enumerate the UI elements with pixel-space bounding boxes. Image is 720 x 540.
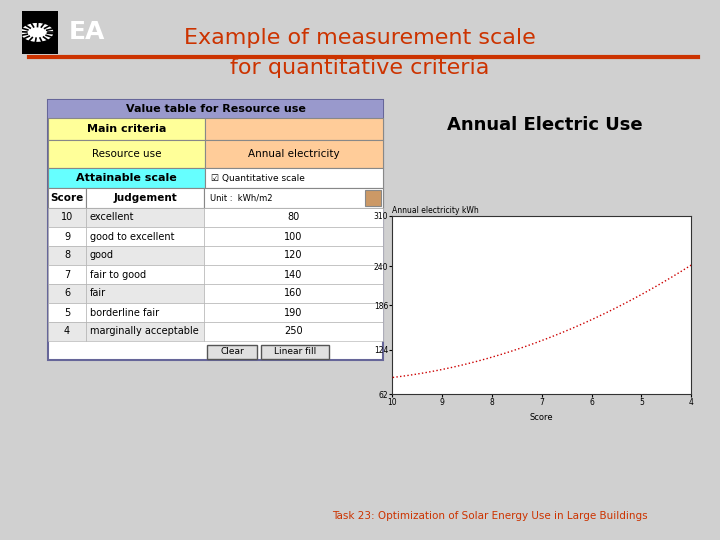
Text: excellent: excellent	[90, 213, 135, 222]
Text: fair to good: fair to good	[90, 269, 146, 280]
Bar	[48, 303, 86, 322]
Bar	[86, 303, 204, 322]
Text: Annual Electric Use: Annual Electric Use	[447, 116, 643, 134]
Text: Attainable scale: Attainable scale	[76, 173, 177, 183]
Bar	[48, 284, 86, 303]
Text: Task 23: Optimization of Solar Energy Use in Large Buildings: Task 23: Optimization of Solar Energy Us…	[332, 511, 648, 521]
Bar	[48, 168, 205, 188]
Text: 10: 10	[61, 213, 73, 222]
Text: Judgement: Judgement	[113, 193, 177, 203]
Bar	[204, 188, 383, 208]
Text: marginally acceptable: marginally acceptable	[90, 327, 199, 336]
Bar	[48, 265, 86, 284]
Text: 7: 7	[64, 269, 70, 280]
Text: 250: 250	[284, 327, 303, 336]
Bar	[48, 100, 383, 118]
Text: 5: 5	[64, 307, 70, 318]
Text: 4: 4	[64, 327, 70, 336]
Bar	[22, 10, 58, 54]
Text: 140: 140	[284, 269, 302, 280]
Text: good: good	[90, 251, 114, 260]
Text: Linear fill: Linear fill	[274, 348, 317, 356]
Bar	[86, 265, 204, 284]
Text: borderline fair: borderline fair	[90, 307, 159, 318]
Text: for quantitative criteria: for quantitative criteria	[230, 58, 490, 78]
Bar	[205, 140, 383, 168]
Text: good to excellent: good to excellent	[90, 232, 174, 241]
Text: 190: 190	[284, 307, 302, 318]
Bar	[48, 188, 86, 208]
Bar	[204, 227, 383, 246]
Text: 80: 80	[287, 213, 300, 222]
Text: Value table for Resource use: Value table for Resource use	[125, 104, 305, 114]
Bar	[86, 208, 204, 227]
Text: Annual electricity: Annual electricity	[248, 149, 340, 159]
Text: 6: 6	[64, 288, 70, 299]
Bar	[86, 246, 204, 265]
Bar	[86, 227, 204, 246]
Text: EA: EA	[69, 21, 106, 44]
Bar	[205, 168, 383, 188]
Bar	[48, 322, 86, 341]
Bar	[261, 345, 330, 359]
Bar	[204, 322, 383, 341]
Bar	[365, 190, 381, 206]
X-axis label: Score: Score	[530, 413, 554, 422]
Text: 160: 160	[284, 288, 302, 299]
Bar	[86, 322, 204, 341]
Text: Clear: Clear	[220, 348, 244, 356]
Bar	[207, 345, 258, 359]
Bar	[204, 246, 383, 265]
Bar	[48, 100, 383, 360]
Text: fair: fair	[90, 288, 106, 299]
Bar	[204, 208, 383, 227]
Bar	[48, 246, 86, 265]
Bar	[48, 208, 86, 227]
Bar	[204, 303, 383, 322]
Bar	[48, 118, 205, 140]
Text: Resource use: Resource use	[92, 149, 161, 159]
Bar	[86, 188, 204, 208]
Bar	[48, 227, 86, 246]
Bar	[204, 284, 383, 303]
Text: 120: 120	[284, 251, 302, 260]
Circle shape	[22, 24, 53, 41]
Text: Unit :  kWh/m2: Unit : kWh/m2	[210, 193, 272, 202]
Text: 100: 100	[284, 232, 302, 241]
Text: 8: 8	[64, 251, 70, 260]
Bar	[204, 265, 383, 284]
Text: ☑ Quantitative scale: ☑ Quantitative scale	[212, 173, 305, 183]
Bar	[48, 140, 205, 168]
Text: Main criteria: Main criteria	[87, 124, 166, 134]
Text: Score: Score	[50, 193, 84, 203]
Bar	[205, 118, 383, 140]
Text: 9: 9	[64, 232, 70, 241]
Bar	[86, 284, 204, 303]
Text: Example of measurement scale: Example of measurement scale	[184, 28, 536, 48]
Text: Annual electricity kWh: Annual electricity kWh	[392, 206, 479, 215]
